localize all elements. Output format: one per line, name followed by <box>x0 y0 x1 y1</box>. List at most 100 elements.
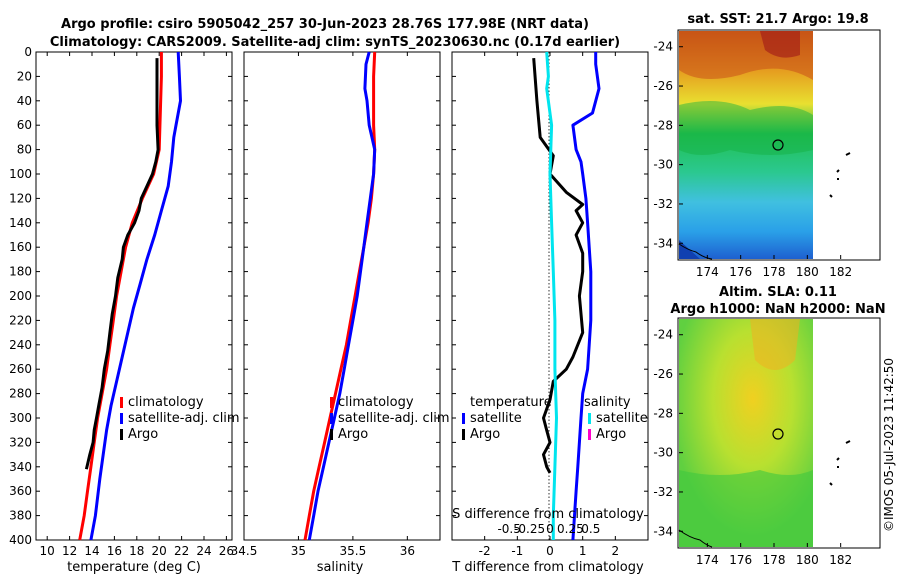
sla-map-title1: Altim. SLA: 0.11 <box>719 285 837 300</box>
x-tick-label: 22 <box>174 544 189 558</box>
depth-tick-label: 300 <box>9 411 32 425</box>
s-tick-label: 0 <box>546 522 554 536</box>
sst-hot-patch <box>760 31 800 58</box>
map-lon-label: 178 <box>763 553 786 567</box>
map-lat-label: -26 <box>653 367 673 381</box>
t-difference-x-label: T difference from climatology <box>451 560 644 575</box>
map-lat-label: -26 <box>653 79 673 93</box>
credit-text: ©IMOS 05-Jul-2023 11:42:50 <box>882 358 896 532</box>
sla-map-ticks: 174 176 178 180 182 -24 -26 -28 -30 -32 -34 <box>653 328 852 567</box>
legend-t-argo-label: Argo <box>470 427 500 442</box>
depth-tick-label: 160 <box>9 240 32 254</box>
s-tick-label: -0.25 <box>514 522 545 536</box>
depth-tick-label: 140 <box>9 216 32 230</box>
depth-tick-label: 380 <box>9 509 32 523</box>
legend-s-argo-label: Argo <box>596 427 626 442</box>
sst-argo-marker-icon <box>772 139 784 151</box>
salinity-series <box>303 51 377 541</box>
map-lon-label: 182 <box>829 265 852 279</box>
temperature-panel: 0 20 40 60 80 100 120 140 160 180 200 220 240 260 280 3… <box>9 45 240 575</box>
depth-tick-label: 280 <box>9 387 32 401</box>
sal-legend-satellite-swatch <box>330 413 333 424</box>
temperature-x-label: temperature (deg C) <box>67 560 201 575</box>
sal-legend-climatology-swatch <box>330 397 333 408</box>
map-lat-label: -30 <box>653 446 673 460</box>
series-line-argo <box>84 58 160 470</box>
sla-high-patch <box>750 319 800 370</box>
depth-tick-label: 340 <box>9 460 32 474</box>
sst-map: sat. SST: 21.7 Argo: 19.8 174 176 178 180 18… <box>653 12 881 279</box>
series-line-satellite-adj-clim <box>307 51 377 541</box>
x-tick-label: 14 <box>84 544 99 558</box>
salinity-depth-ticks <box>244 51 440 541</box>
difference-legend: temperature satellite Argo salinity sate… <box>462 395 648 442</box>
x-tick-label: 12 <box>62 544 77 558</box>
x-tick-label: -2 <box>479 544 491 558</box>
depth-tick-label: 0 <box>24 45 32 59</box>
legend-s-satellite-label: satellite <box>596 411 648 426</box>
map-lat-label: -32 <box>653 197 673 211</box>
x-tick-label: 36 <box>400 544 415 558</box>
map-lat-label: -28 <box>653 118 673 132</box>
temperature-x-ticks: 10 12 14 16 18 20 22 24 26 <box>40 52 234 558</box>
sla-argo-marker-icon <box>772 428 784 440</box>
sla-map-title2: Argo h1000: NaN h2000: NaN <box>670 302 885 317</box>
depth-tick-label: 320 <box>9 435 32 449</box>
legend-t-satellite-label: satellite <box>470 411 522 426</box>
figure-title-line1: Argo profile: csiro 5905042_257 30-Jun-2… <box>61 17 589 32</box>
sst-map-title: sat. SST: 21.7 Argo: 19.8 <box>687 12 868 27</box>
salinity-axes-box <box>243 51 441 541</box>
map-lon-label: 174 <box>696 553 719 567</box>
x-tick-label: -1 <box>511 544 523 558</box>
x-tick-label: 34.5 <box>231 544 258 558</box>
map-lat-label: -24 <box>653 40 673 54</box>
legend-climatology-label: climatology <box>128 395 204 410</box>
depth-tick-label: 360 <box>9 484 32 498</box>
figure-title-line2: Climatology: CARS2009. Satellite-adj cli… <box>50 35 620 50</box>
sst-green-band <box>679 101 813 155</box>
sal-legend-satellite-label: satellite-adj. clim <box>338 411 450 426</box>
difference-depth-ticks <box>452 51 648 541</box>
depth-tick-label: 60 <box>17 118 32 132</box>
legend-s-satellite-swatch <box>588 413 591 424</box>
series-line-satellite-adj-clim <box>89 51 182 541</box>
x-tick-label: 18 <box>129 544 144 558</box>
depth-tick-label: 260 <box>9 362 32 376</box>
x-tick-label: 20 <box>152 544 167 558</box>
legend-argo-swatch <box>120 429 123 440</box>
map-lat-label: -34 <box>653 524 673 538</box>
depth-tick-label: 100 <box>9 167 32 181</box>
sal-legend-argo-label: Argo <box>338 427 368 442</box>
difference-x-ticks: -2 -1 0 1 2 <box>479 52 619 558</box>
x-tick-label: 0 <box>546 544 554 558</box>
legend-temperature-title: temperature <box>470 395 552 410</box>
depth-tick-label: 180 <box>9 265 32 279</box>
salinity-x-ticks: 34.5 35 35.5 36 <box>231 52 415 558</box>
legend-satellite-swatch <box>120 413 123 424</box>
map-lon-label: 180 <box>796 553 819 567</box>
depth-tick-label: 200 <box>9 289 32 303</box>
s-difference-label: S difference from climatology <box>452 507 644 522</box>
legend-s-argo-swatch <box>588 429 591 440</box>
s-difference-ticks: -0.5-0.25 0 0.250.5 <box>497 522 600 536</box>
x-tick-label: 35 <box>291 544 306 558</box>
x-tick-label: 26 <box>219 544 234 558</box>
salinity-legend: climatology satellite-adj. clim Argo <box>330 395 450 442</box>
map-lon-label: 176 <box>729 265 752 279</box>
s-tick-label: -0.5 <box>497 522 520 536</box>
s-tick-label: 0.5 <box>581 522 600 536</box>
legend-t-satellite-swatch <box>462 413 465 424</box>
s-tick-label: 0.25 <box>557 522 584 536</box>
sla-map: Altim. SLA: 0.11 Argo h1000: NaN h2000: … <box>653 285 885 567</box>
x-tick-label: 35.5 <box>340 544 367 558</box>
map-lat-label: -30 <box>653 158 673 172</box>
x-tick-label: 16 <box>107 544 122 558</box>
x-tick-label: 2 <box>612 544 620 558</box>
depth-ticks: 0 20 40 60 80 100 120 140 160 180 200 220 240 260 280 3… <box>9 45 232 547</box>
sla-coastline <box>678 529 713 548</box>
depth-tick-label: 400 <box>9 533 32 547</box>
salinity-panel: 34.5 35 35.5 36 salinity climatology satell… <box>231 51 450 575</box>
map-lon-label: 178 <box>763 265 786 279</box>
map-lat-label: -32 <box>653 485 673 499</box>
